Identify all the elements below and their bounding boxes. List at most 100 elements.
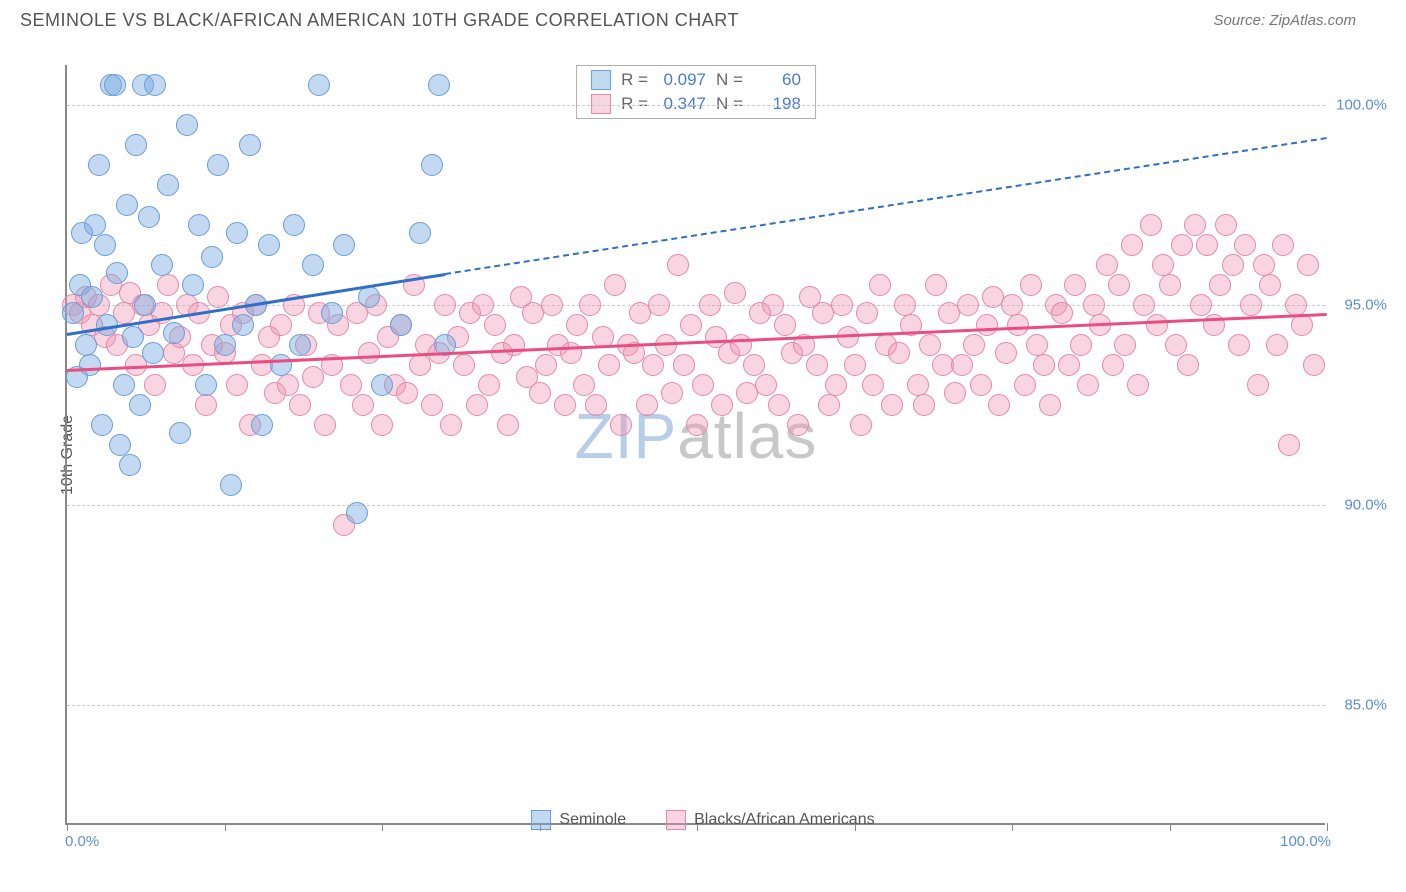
black-point [314, 414, 336, 436]
black-point [478, 374, 500, 396]
seminole-point [122, 326, 144, 348]
seminole-point [220, 474, 242, 496]
legend-row-black: R = 0.347 N = 198 [577, 92, 815, 116]
x-axis-end: 100.0% [1280, 833, 1331, 850]
black-point [157, 274, 179, 296]
black-point [1184, 214, 1206, 236]
seminole-point [258, 234, 280, 256]
seminole-point [232, 314, 254, 336]
watermark-atlas: atlas [677, 400, 817, 472]
seminole-point [371, 374, 393, 396]
black-point [1190, 294, 1212, 316]
black-r-value: 0.347 [658, 94, 706, 114]
black-swatch [591, 94, 611, 114]
seminole-point [226, 222, 248, 244]
seminole-point [182, 274, 204, 296]
black-point [1285, 294, 1307, 316]
plot-area: ZIPatlas R = 0.097 N = 60 R = 0.347 N = … [65, 65, 1325, 825]
chart-container: 10th Grade ZIPatlas R = 0.097 N = 60 R =… [20, 45, 1386, 865]
black-point [535, 354, 557, 376]
black-point [1026, 334, 1048, 356]
series-legend: Seminole Blacks/African Americans [20, 810, 1386, 830]
black-point [1303, 354, 1325, 376]
black-point [642, 354, 664, 376]
black-point [566, 314, 588, 336]
gridline [67, 505, 1325, 506]
seminole-point [144, 74, 166, 96]
black-point [1064, 274, 1086, 296]
black-point [1108, 274, 1130, 296]
black-point [1215, 214, 1237, 236]
black-point [825, 374, 847, 396]
seminole-point [106, 262, 128, 284]
black-point [988, 394, 1010, 416]
legend-item-black: Blacks/African Americans [666, 810, 875, 830]
black-point [1266, 334, 1288, 356]
black-point [289, 394, 311, 416]
black-label: Blacks/African Americans [694, 811, 875, 829]
seminole-label: Seminole [559, 811, 626, 829]
black-point [636, 394, 658, 416]
black-point [503, 334, 525, 356]
black-point [434, 294, 456, 316]
black-point [951, 354, 973, 376]
black-point [730, 334, 752, 356]
black-point [976, 314, 998, 336]
seminole-point [421, 154, 443, 176]
black-point [472, 294, 494, 316]
black-point [667, 254, 689, 276]
seminole-point [195, 374, 217, 396]
black-point [699, 294, 721, 316]
black-point [604, 274, 626, 296]
legend-item-seminole: Seminole [531, 810, 626, 830]
black-point [1070, 334, 1092, 356]
seminole-point [84, 214, 106, 236]
black-point [1272, 234, 1294, 256]
black-point [894, 294, 916, 316]
black-point [466, 394, 488, 416]
black-point [358, 342, 380, 364]
legend-row-seminole: R = 0.097 N = 60 [577, 68, 815, 92]
seminole-point [142, 342, 164, 364]
black-point [881, 394, 903, 416]
n-label: N = [716, 70, 743, 90]
gridline [67, 105, 1325, 106]
black-point [144, 374, 166, 396]
black-point [277, 374, 299, 396]
black-point [226, 374, 248, 396]
seminole-point [176, 114, 198, 136]
black-point [1020, 274, 1042, 296]
black-point [579, 294, 601, 316]
black-point [409, 354, 431, 376]
seminole-n-value: 60 [753, 70, 801, 90]
seminole-point [188, 214, 210, 236]
black-point [844, 354, 866, 376]
seminole-point [163, 322, 185, 344]
seminole-r-value: 0.097 [658, 70, 706, 90]
black-point [743, 354, 765, 376]
black-point [1007, 314, 1029, 336]
seminole-trend-dashed [445, 137, 1327, 275]
seminole-point [104, 74, 126, 96]
black-point [371, 414, 393, 436]
ytick-label: 95.0% [1344, 297, 1387, 314]
seminole-point [289, 334, 311, 356]
black-point [610, 414, 632, 436]
black-point [1196, 234, 1218, 256]
black-point [957, 294, 979, 316]
black-point [598, 354, 620, 376]
black-point [925, 274, 947, 296]
black-point [787, 414, 809, 436]
black-point [913, 394, 935, 416]
black-point [1159, 274, 1181, 296]
ytick-label: 100.0% [1336, 97, 1387, 114]
black-point [585, 394, 607, 416]
black-point [1247, 374, 1269, 396]
black-point [724, 282, 746, 304]
seminole-point [75, 334, 97, 356]
black-point [497, 414, 519, 436]
black-point [352, 394, 374, 416]
black-point [907, 374, 929, 396]
black-point [1240, 294, 1262, 316]
black-point [529, 382, 551, 404]
